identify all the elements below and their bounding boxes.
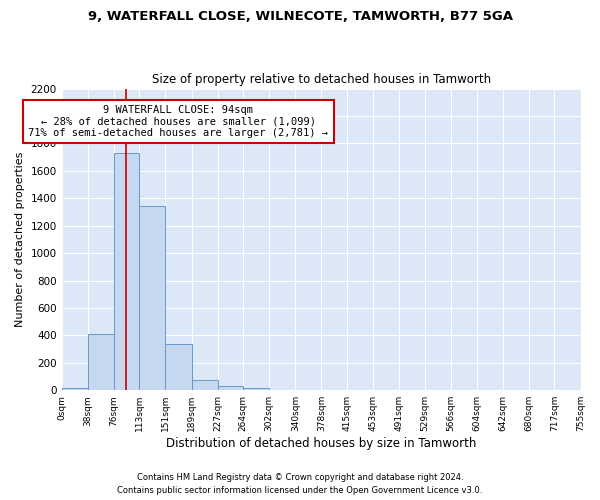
Bar — [243, 388, 269, 390]
Bar — [218, 386, 243, 390]
Bar — [62, 388, 88, 390]
Text: Contains HM Land Registry data © Crown copyright and database right 2024.
Contai: Contains HM Land Registry data © Crown c… — [118, 474, 482, 495]
Title: Size of property relative to detached houses in Tamworth: Size of property relative to detached ho… — [152, 73, 491, 86]
X-axis label: Distribution of detached houses by size in Tamworth: Distribution of detached houses by size … — [166, 437, 476, 450]
Y-axis label: Number of detached properties: Number of detached properties — [15, 152, 25, 327]
Bar — [166, 344, 191, 390]
Bar — [139, 206, 166, 390]
Bar — [88, 334, 114, 390]
Bar — [114, 153, 139, 390]
Text: 9, WATERFALL CLOSE, WILNECOTE, TAMWORTH, B77 5GA: 9, WATERFALL CLOSE, WILNECOTE, TAMWORTH,… — [88, 10, 512, 23]
Text: 9 WATERFALL CLOSE: 94sqm
← 28% of detached houses are smaller (1,099)
71% of sem: 9 WATERFALL CLOSE: 94sqm ← 28% of detach… — [28, 105, 328, 138]
Bar — [191, 380, 218, 390]
